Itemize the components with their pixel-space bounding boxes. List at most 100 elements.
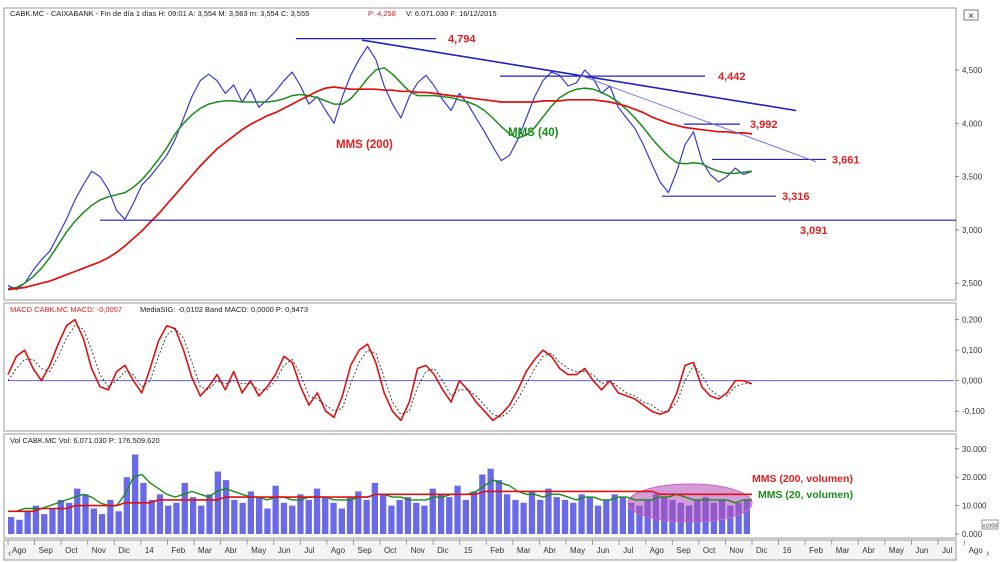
x-tick-label: Abr (225, 546, 238, 555)
x-tick-label: Jun (597, 546, 610, 555)
volume-bar (107, 499, 114, 534)
volume-bar (231, 499, 238, 534)
volume-bar (561, 499, 569, 534)
series-lines (7, 45, 753, 513)
volume-bar (470, 491, 478, 534)
price-panel-frame (3, 7, 957, 301)
volume-bar (487, 468, 494, 534)
volume-bar (429, 488, 436, 534)
panel-close-control[interactable]: ✕ (963, 9, 979, 21)
y-tick-label: 3,500 (962, 173, 983, 182)
volume-bar (553, 497, 560, 534)
x-tick-label: Mar (836, 546, 850, 555)
annotation-mms40: MMS (40) (508, 127, 559, 139)
volume-bar (65, 502, 73, 534)
volume-highlight-ellipse (627, 483, 753, 523)
volume-bar (578, 494, 585, 534)
volume-bar (115, 511, 122, 534)
volume-bar (545, 488, 552, 534)
scroll-left-icon[interactable]: ‹ (8, 548, 11, 559)
level-label: 4,794 (448, 34, 476, 46)
volume-bar (437, 494, 445, 534)
level-label: 3,316 (782, 191, 810, 203)
volume-bar (322, 497, 329, 534)
volume-bar (222, 480, 230, 534)
x-tick-label: Oct (703, 546, 716, 555)
volume-bar (619, 497, 626, 534)
volume-bar (214, 471, 221, 534)
volume-bar (421, 505, 428, 534)
volume-bar (173, 502, 180, 534)
volume-scale-label: x1000 (983, 524, 998, 530)
volume-bar (454, 485, 461, 534)
y-tick-label: 20.000 (962, 473, 987, 482)
level-label: 3,661 (832, 154, 860, 166)
time-axis-strip (3, 539, 957, 561)
svg-text:›: › (986, 548, 989, 559)
line-mms200 (7, 86, 753, 291)
x-tick-label: Nov (92, 546, 106, 555)
volume-bar (57, 499, 64, 534)
volume-bar (371, 482, 378, 534)
x-tick-label: Ago (650, 546, 665, 555)
y-tick-label: -0,100 (962, 407, 985, 416)
volume-bar (313, 488, 321, 534)
volume-bar (330, 502, 337, 534)
price-panel-header: CABK.MC - CAIXABANK - Fin de día 1 días … (10, 9, 309, 18)
support-resistance-levels: 4,794 4,442 3,992 3,661 3,316 3,091 (100, 34, 956, 237)
x-tick-label: 16 (783, 546, 792, 555)
volume-bar (165, 505, 172, 534)
line-price (7, 45, 753, 291)
x-tick-label: 15 (464, 546, 473, 555)
volume-bar (305, 499, 312, 534)
volume-bar (264, 508, 271, 534)
volume-bar (41, 514, 48, 534)
volume-bar (594, 505, 602, 534)
x-tick-label: 14 (145, 546, 154, 555)
svg-text:‹: ‹ (8, 548, 11, 559)
volume-bar (247, 491, 254, 534)
volume-bar (181, 482, 188, 534)
volume-bar (520, 502, 527, 534)
volume-bar (495, 480, 502, 534)
x-tick-label: Jun (915, 546, 928, 555)
x-tick-label: Sep (676, 546, 691, 555)
volume-bar (297, 494, 304, 534)
volume-bar (256, 497, 263, 534)
volume-bar (537, 499, 544, 534)
line-mms40 (7, 67, 753, 290)
volume-bar (74, 488, 81, 534)
volume-bar (346, 497, 354, 534)
x-tick-label: Ago (331, 546, 346, 555)
volume-bar (272, 485, 279, 534)
volume-bar (636, 505, 643, 534)
macd-panel-frame (3, 302, 957, 432)
y-tick-label: 0,000 (962, 377, 983, 386)
volume-bar (462, 499, 469, 534)
volume-bar (49, 508, 56, 534)
x-tick-label: Mar (517, 546, 531, 555)
x-tick-label: Abr (543, 546, 556, 555)
volume-bar (388, 505, 395, 534)
x-axis-ticks: Ago Sep Oct Nov Dic 14 Feb Mar Abr May Jun Jul Ago Se… (7, 540, 983, 555)
volume-bar (380, 494, 387, 534)
line-volume-mms200 (8, 490, 752, 513)
y-tick-label: 0,200 (962, 316, 983, 325)
scroll-right-icon[interactable]: › (986, 548, 989, 559)
annotation-mms200: MMS (200) (336, 139, 393, 151)
volume-bar (90, 508, 97, 534)
y-axis-ticks: 4,500 4,000 3,500 3,000 2,500 0,200 0,100 0,000… (955, 66, 987, 539)
x-tick-label: May (889, 546, 904, 555)
x-tick-label: Dic (118, 546, 130, 555)
volume-bar (727, 505, 734, 534)
x-tick-label: Jul (623, 546, 633, 555)
macd-panel-header-extra: MediaSIG: -0,0102 Band MACD: 0,0000 P: 0… (140, 305, 308, 314)
volume-bar (239, 502, 246, 534)
level-label: 4,442 (718, 71, 746, 83)
x-tick-label: Sep (39, 546, 54, 555)
y-tick-label: 0.000 (962, 530, 983, 539)
volume-bar (206, 494, 213, 534)
y-tick-label: 3,000 (962, 226, 983, 235)
